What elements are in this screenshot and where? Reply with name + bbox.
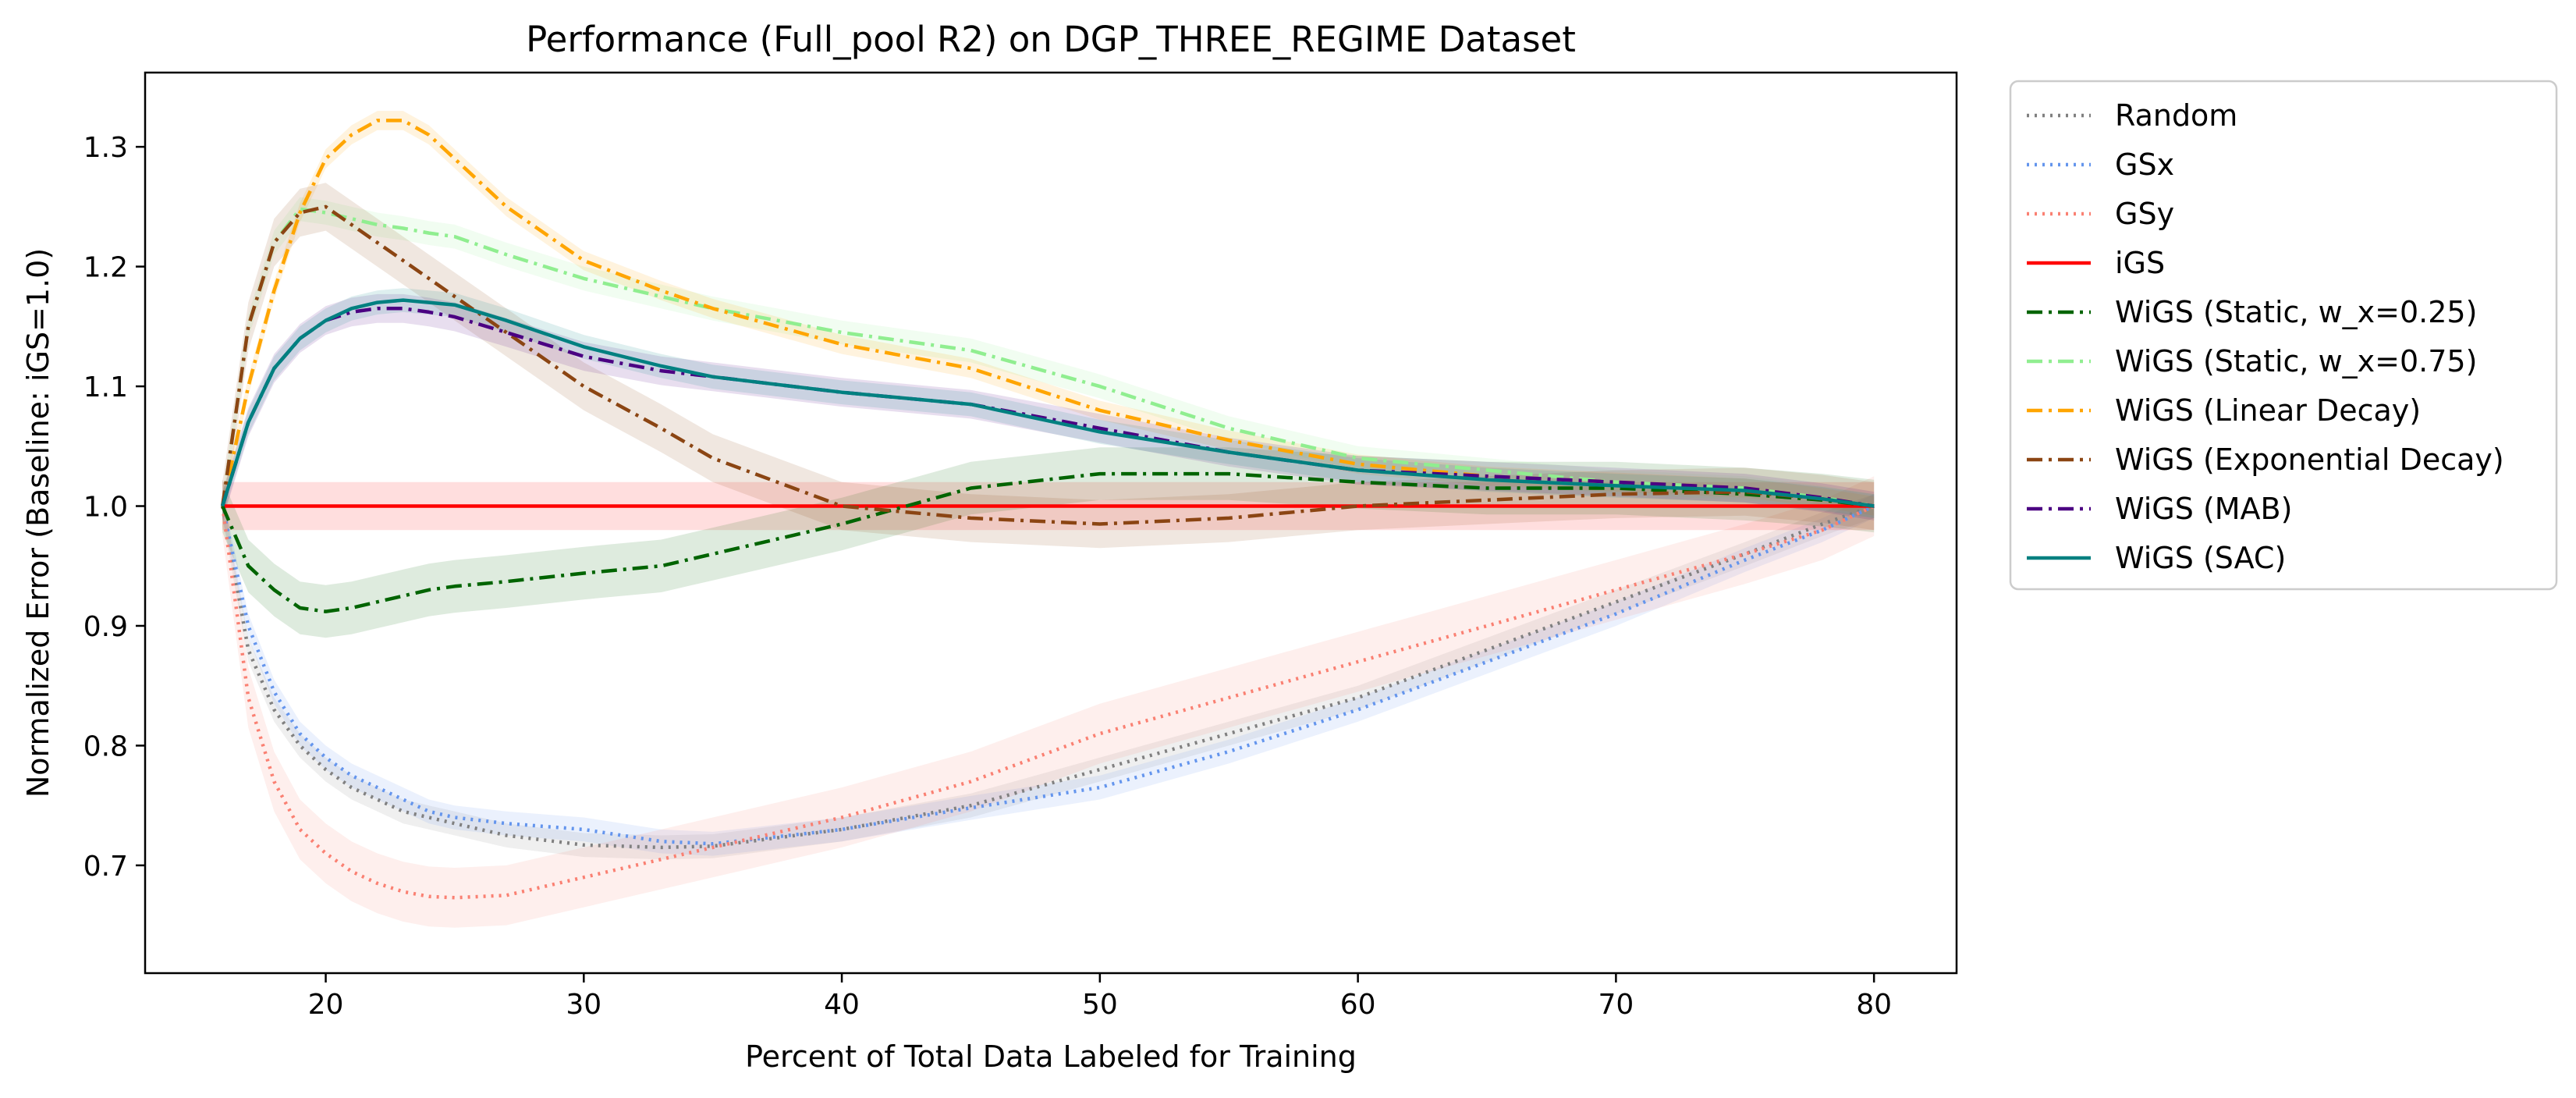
gsy-line [220,504,1875,900]
y-tick-label: 0.8 [83,730,128,762]
x-tick-label: 70 [1598,989,1634,1021]
y-tick-label: 1.1 [83,371,128,403]
x-tick-label: 60 [1340,989,1376,1021]
legend: Random GSx GSy iGS WiGS (Static, w_x=0.25) Wi… [2009,80,2558,591]
legend-label-wigs-static-w-x-0-25: WiGS (Static, w_x=0.25) [2115,295,2477,329]
wigs-static-w-x-0-25-band [222,447,1875,638]
x-tick-label: 30 [566,989,601,1021]
wigs-exponential-decay-line [220,204,1875,526]
chart-title: Performance (Full_pool R2) on DGP_THREE_… [526,19,1576,60]
wigs-static-w-x-0-75-line [220,207,1875,508]
legend-label-wigs-linear-decay: WiGS (Linear Decay) [2115,393,2421,428]
wigs-mab-band [222,293,1875,521]
wigs-exponential-decay-band [222,183,1875,549]
legend-label-wigs-sac: WiGS (SAC) [2115,541,2286,575]
legend-label-random: Random [2115,98,2237,133]
legend-label-wigs-mab: WiGS (MAB) [2115,492,2292,526]
y-tick-label: 1.0 [83,492,128,524]
legend-label-igs: iGS [2115,246,2165,280]
x-tick-label: 40 [824,989,860,1021]
legend-label-wigs-exponential-decay: WiGS (Exponential Decay) [2115,442,2504,477]
x-tick-label: 80 [1856,989,1892,1021]
wigs-sac-band [222,288,1875,518]
series-lines [220,119,1875,900]
legend-frame [2009,80,2558,591]
gsy-band [222,476,1875,928]
wigs-mab-line [221,307,1875,508]
legend-items: Random GSx GSy iGS WiGS (Static, w_x=0.25) Wi… [2027,98,2504,575]
x-tick-label: 50 [1082,989,1118,1021]
y-tick-label: 1.2 [83,252,128,284]
x-axis: 20 30 40 50 60 70 80 [308,973,1892,1021]
legend-label-gsx: GSx [2115,147,2174,182]
plot-frame [144,71,1958,975]
random-band [222,494,1875,860]
legend-label-gsy: GSy [2115,197,2174,231]
x-tick-label: 20 [308,989,344,1021]
x-axis-label: Percent of Total Data Labeled for Traini… [745,1039,1357,1074]
y-tick-label: 1.3 [83,132,128,164]
y-tick-label: 0.9 [83,611,128,643]
wigs-sac-line [221,298,1875,508]
legend-label-wigs-static-w-x-0-75: WiGS (Static, w_x=0.75) [2115,344,2477,378]
y-axis-label: Normalized Error (Baseline: iGS=1.0) [21,248,55,798]
y-axis: 0.7 0.8 0.9 1.0 1.1 1.2 1.3 [83,132,145,883]
random-line [220,504,1875,850]
y-tick-label: 0.7 [83,851,128,883]
wigs-static-w-x-0-25-line [221,471,1875,613]
